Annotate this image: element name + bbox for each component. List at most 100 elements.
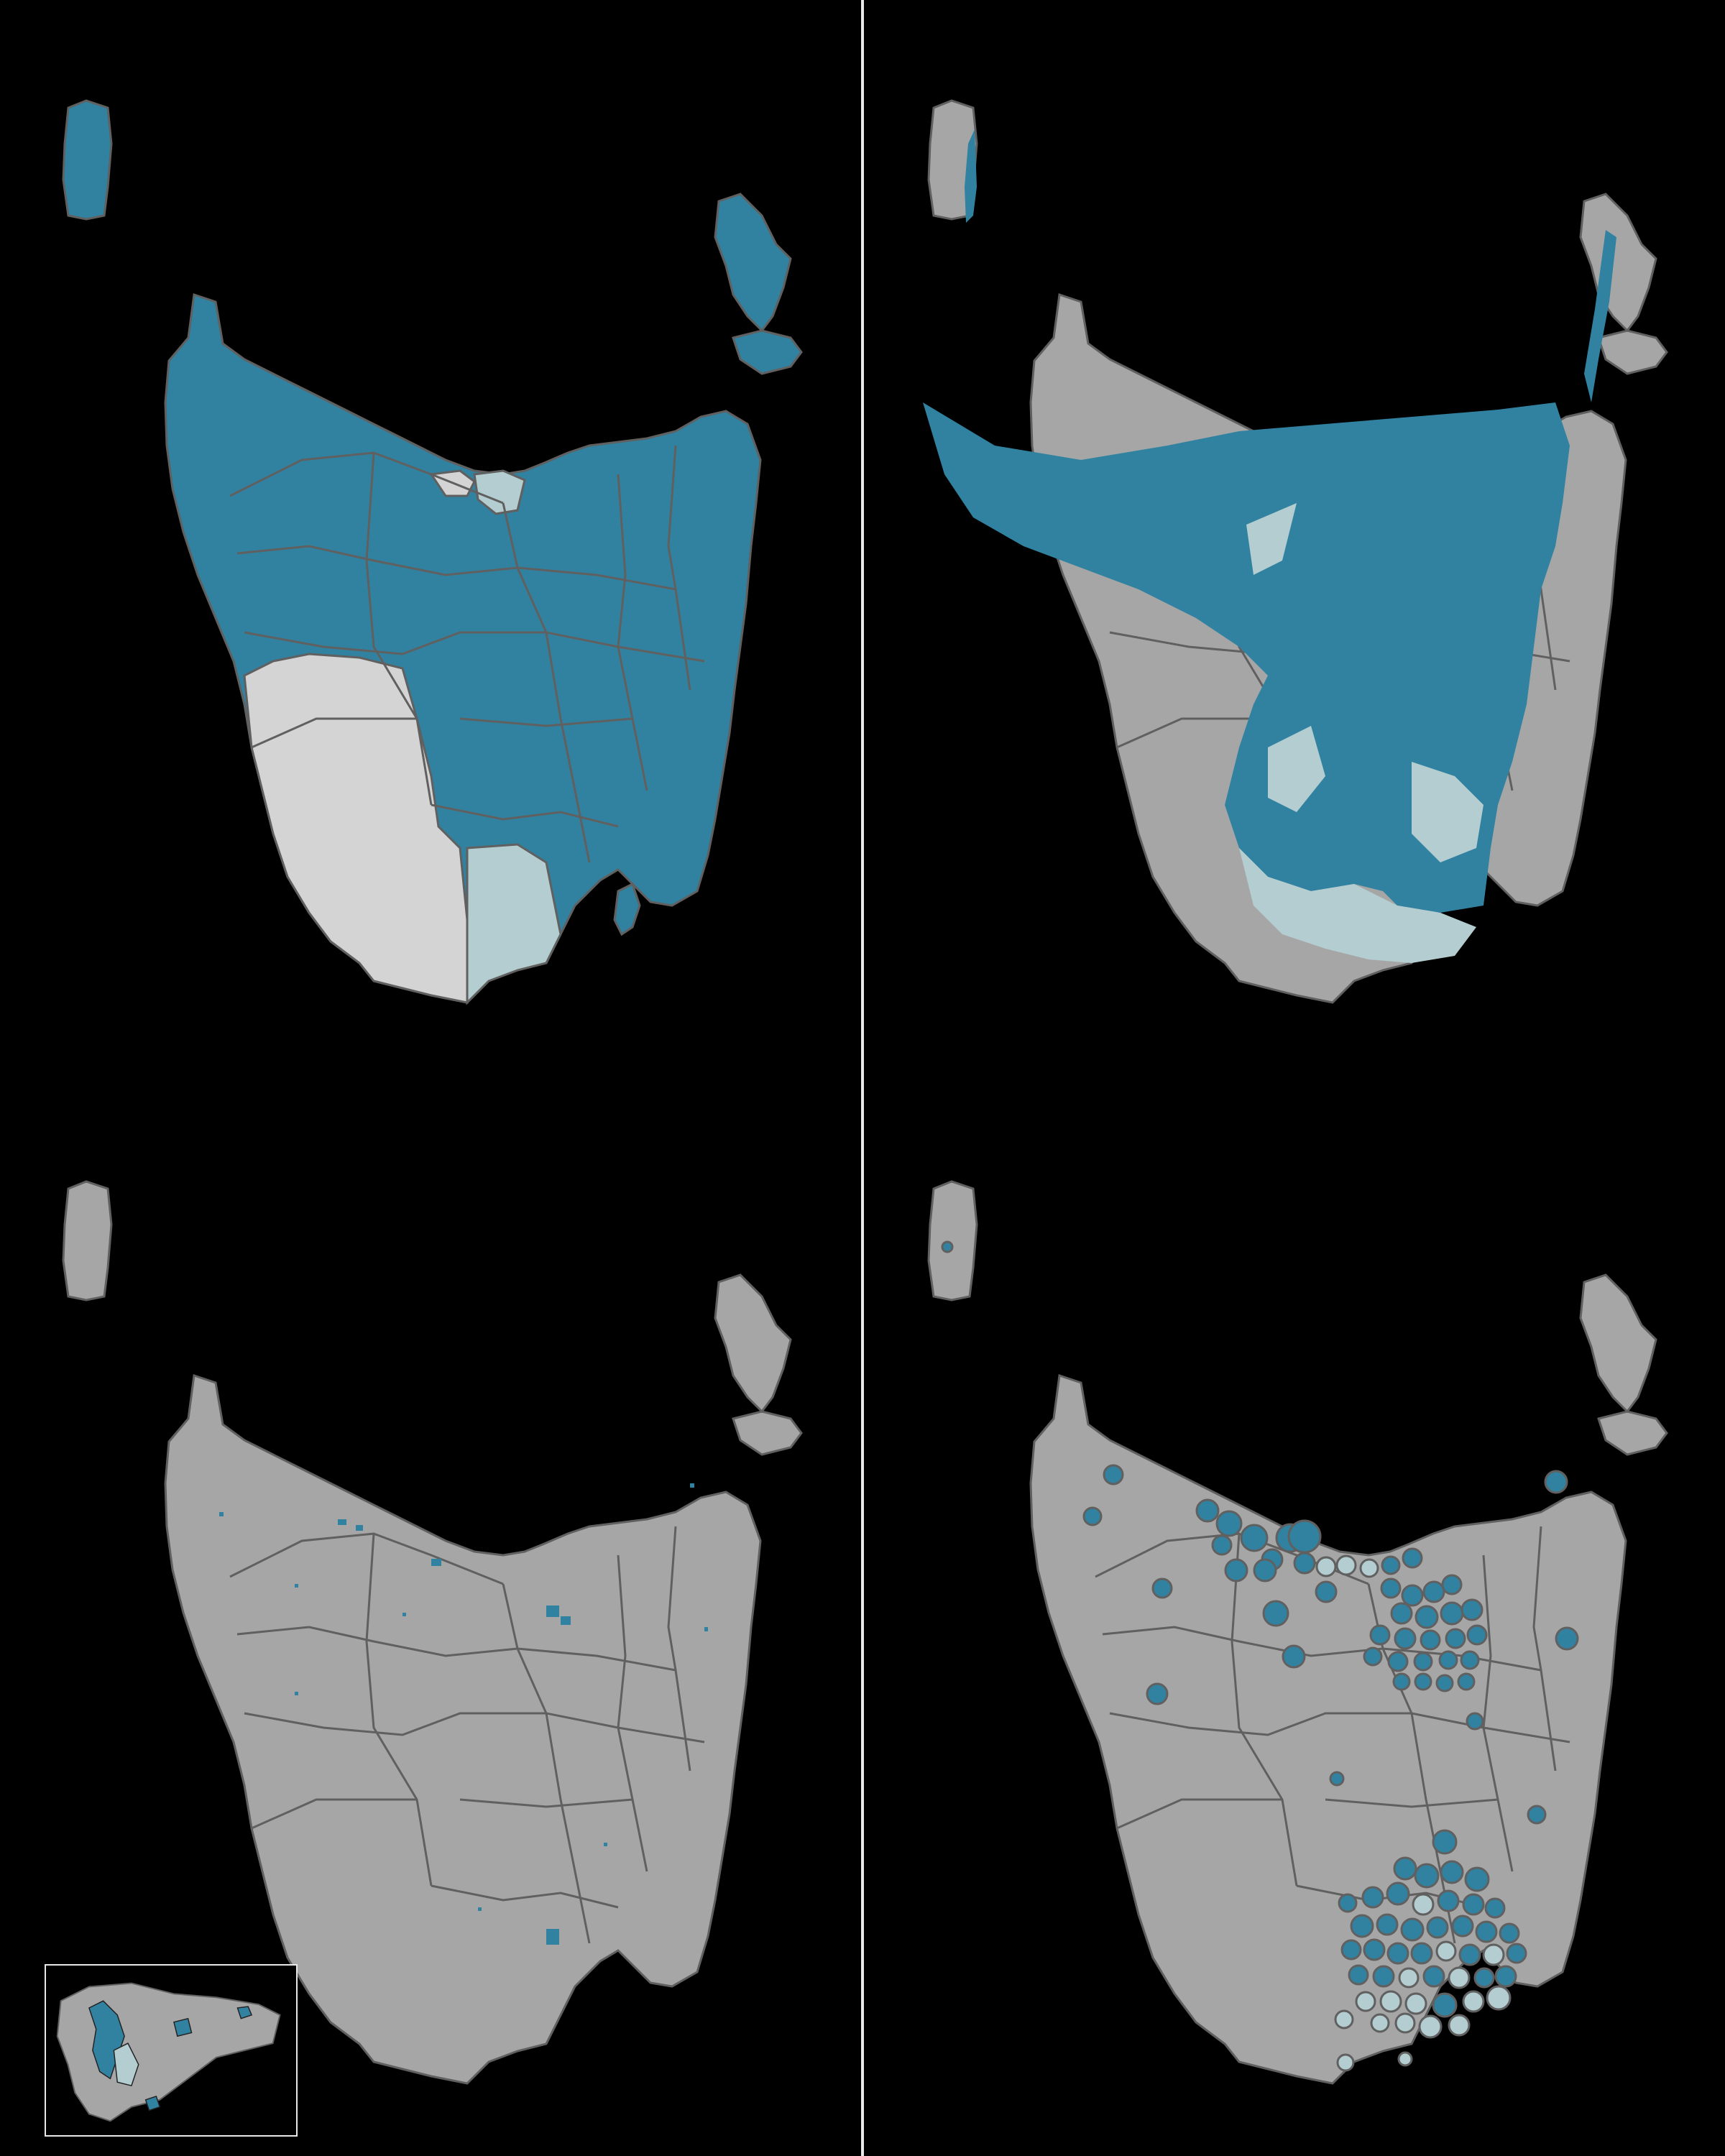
dot-patch bbox=[604, 1843, 607, 1846]
proportional-circle bbox=[1414, 1605, 1439, 1629]
proportional-circle bbox=[1460, 1598, 1484, 1621]
southwest-region bbox=[243, 653, 469, 1004]
proportional-circle bbox=[1414, 1672, 1432, 1691]
dot-patch bbox=[295, 1692, 298, 1695]
proportional-circle bbox=[1146, 1682, 1169, 1705]
dot-patch bbox=[338, 1519, 346, 1525]
proportional-circle bbox=[1440, 1860, 1464, 1884]
proportional-circle bbox=[1370, 2013, 1390, 2033]
proportional-circle bbox=[1414, 1863, 1440, 1889]
proportional-circle bbox=[1215, 1510, 1243, 1537]
proportional-circle bbox=[1413, 1651, 1433, 1672]
proportional-circle bbox=[1282, 1644, 1306, 1669]
cartogram-flinders bbox=[1584, 230, 1616, 402]
panel-dot-density-map bbox=[0, 1081, 860, 2156]
proportional-circle bbox=[1410, 1942, 1433, 1965]
proportional-circle bbox=[1438, 1650, 1458, 1670]
proportional-circle bbox=[1348, 1964, 1369, 1986]
proportional-circle bbox=[1315, 1556, 1337, 1577]
proportional-circle bbox=[1473, 1967, 1495, 1989]
proportional-circle bbox=[1435, 1674, 1454, 1692]
dot-patch bbox=[704, 1627, 708, 1631]
choropleth-svg bbox=[62, 99, 803, 1005]
proportional-circle bbox=[1361, 1886, 1384, 1909]
proportional-circle bbox=[1387, 1651, 1409, 1672]
proportional-circle bbox=[1329, 1771, 1345, 1787]
proportional-circle bbox=[1555, 1626, 1579, 1651]
cartogram-south-pale bbox=[1239, 848, 1476, 963]
inset-pale-area bbox=[113, 2042, 139, 2087]
proportional-circle bbox=[1386, 1942, 1409, 1965]
proportional-circle bbox=[1440, 1601, 1464, 1626]
proportional-circle bbox=[1466, 1712, 1484, 1731]
proportional-circle bbox=[1418, 2014, 1443, 2039]
cartogram-mid-pale bbox=[1268, 726, 1325, 812]
south-region bbox=[466, 843, 562, 1005]
dot-patch bbox=[295, 1584, 298, 1588]
inset-blue-patch bbox=[144, 2095, 161, 2111]
proportional-circle bbox=[1379, 1990, 1402, 2013]
dot-patch bbox=[546, 1606, 559, 1617]
proportional-circle bbox=[1464, 1866, 1490, 1892]
proportional-circle bbox=[1394, 2012, 1416, 2034]
proportional-circle bbox=[1466, 1624, 1488, 1646]
proportional-circle bbox=[1381, 1555, 1401, 1575]
proportional-circle bbox=[1386, 1881, 1410, 1906]
proportional-circle bbox=[1486, 1985, 1512, 2011]
proportional-circle bbox=[1422, 1580, 1445, 1603]
proportional-circle bbox=[1400, 1917, 1425, 1942]
proportional-circle bbox=[1211, 1534, 1233, 1556]
proportional-circle bbox=[1359, 1558, 1379, 1578]
proportional-circle bbox=[1426, 1916, 1449, 1939]
proportional-circle bbox=[1412, 1893, 1435, 1916]
proportional-circle bbox=[1506, 1943, 1527, 1964]
dot-patch bbox=[356, 1525, 363, 1531]
proportional-circle bbox=[941, 1240, 954, 1253]
proportional-circle bbox=[1372, 1965, 1395, 1988]
proportional-circle bbox=[1457, 1672, 1476, 1691]
panel-divider bbox=[861, 0, 864, 2156]
proportional-circle bbox=[1334, 2009, 1354, 2030]
proportional-circle bbox=[1380, 1577, 1402, 1599]
proportional-circle bbox=[1499, 1922, 1520, 1944]
proportional-circle bbox=[1082, 1506, 1103, 1526]
proportional-circle bbox=[1475, 1920, 1498, 1943]
proportional-circle bbox=[1462, 1990, 1485, 2013]
proportional-circle bbox=[1253, 1558, 1277, 1583]
proportional-circle bbox=[1527, 1805, 1547, 1825]
proportional-circle bbox=[1369, 1624, 1391, 1646]
proportional-circle bbox=[1397, 2051, 1413, 2067]
proportional-circle bbox=[1420, 1629, 1441, 1651]
proportional-circle bbox=[1432, 1992, 1458, 2018]
proportional-circle bbox=[1402, 1547, 1423, 1569]
proportional-circle bbox=[1404, 1992, 1427, 2015]
proportional-circle bbox=[1293, 1552, 1316, 1575]
cartogram-east-pale bbox=[1412, 762, 1484, 862]
proportional-circle bbox=[1376, 1913, 1399, 1936]
proportional-circle bbox=[1398, 1967, 1420, 1989]
north-region-pale bbox=[473, 469, 526, 515]
proportional-circle bbox=[1287, 1519, 1322, 1554]
proportional-circle bbox=[1335, 1554, 1357, 1576]
proportional-circle bbox=[1484, 1897, 1506, 1919]
proportional-circle bbox=[1544, 1470, 1568, 1494]
proportional-circle bbox=[1394, 1627, 1417, 1650]
proportional-circle bbox=[1482, 1943, 1505, 1966]
dot-patch bbox=[478, 1907, 482, 1911]
dot-density-patches bbox=[219, 1483, 708, 1945]
inset-svg bbox=[56, 1982, 281, 2122]
proportional-circle bbox=[1435, 1940, 1457, 1962]
cartogram-north-pale bbox=[1246, 503, 1297, 575]
proportional-circle bbox=[1441, 1574, 1463, 1595]
proportional-circle bbox=[1494, 1965, 1517, 1988]
proportional-circle bbox=[1363, 1938, 1386, 1961]
proportional-circle bbox=[1460, 1650, 1480, 1670]
proportional-circle bbox=[1448, 1966, 1471, 1989]
proportional-circle bbox=[1392, 1672, 1411, 1691]
proportional-circle bbox=[1262, 1600, 1289, 1627]
inset-overview-box bbox=[45, 1964, 298, 2137]
cartogram-svg bbox=[923, 99, 1668, 1004]
proportional-circle bbox=[1350, 1914, 1374, 1938]
